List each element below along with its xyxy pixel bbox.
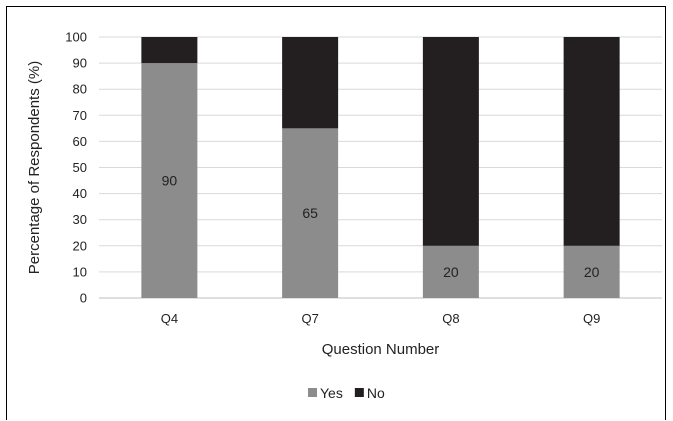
data-label-q8: 20 — [443, 264, 459, 280]
bar-yes-q9 — [563, 245, 620, 298]
x-tick-label: Q8 — [442, 311, 459, 326]
data-label-q9: 20 — [584, 264, 600, 280]
y-tick-label: 10 — [73, 264, 87, 279]
y-axis-label: Percentage of Respondents (%) — [26, 61, 43, 274]
data-labels: 90 65 20 20 — [162, 173, 600, 280]
x-tick-label: Q4 — [161, 311, 178, 326]
bar-no-q9 — [563, 37, 620, 246]
bar-no-q7 — [282, 37, 339, 129]
y-tick-label: 50 — [73, 160, 87, 175]
stacked-bar-chart: 90 65 20 20 0 10 20 30 40 50 60 70 80 90 100 Q4 Q7 Q8 Q9… — [26, 30, 662, 401]
legend-swatch-no — [354, 388, 364, 397]
data-label-q7: 65 — [302, 205, 318, 221]
y-tick-label: 30 — [73, 212, 87, 227]
x-axis-label: Question Number — [322, 341, 440, 358]
y-axis-ticks: 0 10 20 30 40 50 60 70 80 90 100 — [65, 30, 87, 306]
chart-frame: 90 65 20 20 0 10 20 30 40 50 60 70 80 90 100 Q4 Q7 Q8 Q9… — [6, 6, 666, 420]
x-axis-ticks: Q4 Q7 Q8 Q9 — [161, 311, 601, 326]
legend-swatch-yes — [308, 388, 317, 397]
y-tick-label: 80 — [73, 82, 87, 97]
legend: Yes No — [308, 385, 385, 401]
bar-no-q8 — [422, 37, 479, 246]
bars — [141, 37, 620, 298]
x-tick-label: Q9 — [583, 311, 600, 326]
legend-label-no: No — [367, 385, 385, 401]
data-label-q4: 90 — [162, 173, 178, 189]
bar-no-q4 — [141, 37, 198, 64]
y-tick-label: 60 — [73, 134, 87, 149]
bar-yes-q4 — [141, 63, 198, 298]
y-tick-label: 40 — [73, 186, 87, 201]
bar-yes-q8 — [422, 245, 479, 298]
legend-label-yes: Yes — [320, 385, 343, 401]
bar-yes-q7 — [282, 128, 339, 298]
y-tick-label: 20 — [73, 238, 87, 253]
y-tick-label: 100 — [65, 30, 87, 45]
x-tick-label: Q7 — [301, 311, 318, 326]
y-tick-label: 70 — [73, 108, 87, 123]
y-tick-label: 0 — [80, 291, 87, 306]
y-tick-label: 90 — [73, 56, 87, 71]
